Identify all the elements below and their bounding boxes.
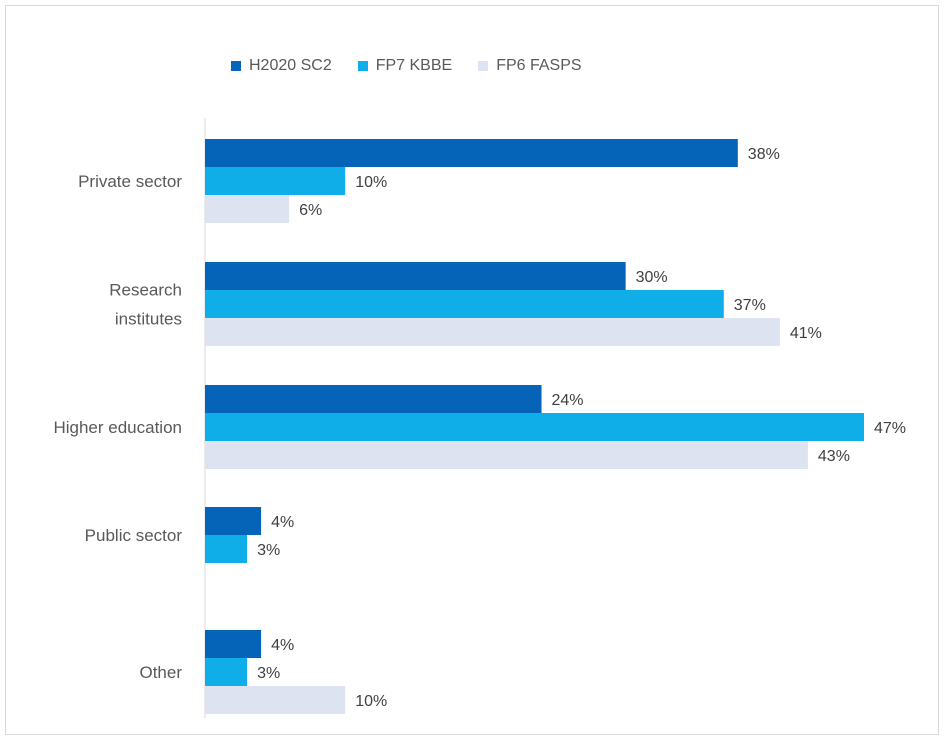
chart-legend: H2020 SC2 FP7 KBBE FP6 FASPS — [231, 54, 608, 78]
data-label-fp7-public-sector: 3% — [257, 542, 280, 559]
data-label-fp7-other: 3% — [257, 665, 280, 682]
bar-h2020-research-institutes — [205, 262, 626, 290]
legend-label-h2020: H2020 SC2 — [249, 57, 332, 74]
bar-fp7-private-sector — [205, 167, 346, 195]
legend-swatch-h2020 — [231, 61, 241, 71]
data-label-h2020-higher-education: 24% — [552, 392, 584, 409]
data-label-fp7-research-institutes: 37% — [734, 297, 766, 314]
bar-fp7-public-sector — [205, 535, 248, 563]
data-label-h2020-other: 4% — [271, 637, 294, 654]
category-label-research-institutes: Research institutes — [109, 281, 182, 329]
bar-fp7-higher-education — [205, 413, 864, 441]
data-label-fp7-higher-education: 47% — [874, 420, 906, 437]
data-label-fp6-other: 10% — [355, 693, 387, 710]
bar-fp6-higher-education — [205, 441, 808, 469]
bar-fp6-other — [205, 686, 346, 714]
data-label-fp6-higher-education: 43% — [818, 448, 850, 465]
data-label-h2020-private-sector: 38% — [748, 146, 780, 163]
data-label-h2020-research-institutes: 30% — [636, 269, 668, 286]
legend-swatch-fp6 — [478, 61, 489, 71]
legend-item-h2020: H2020 SC2 — [231, 57, 332, 75]
bar-fp7-other — [205, 658, 248, 686]
legend-label-fp6: FP6 FASPS — [496, 57, 582, 74]
legend-swatch-fp7 — [357, 61, 368, 71]
bar-fp6-private-sector — [205, 195, 290, 223]
bar-h2020-private-sector — [205, 139, 738, 167]
category-label-other: Other — [139, 663, 182, 682]
bar-h2020-public-sector — [205, 507, 262, 535]
bar-fp6-research-institutes — [205, 318, 780, 346]
category-label-private-sector: Private sector — [78, 172, 182, 191]
data-label-fp6-research-institutes: 41% — [790, 325, 822, 342]
data-label-fp7-private-sector: 10% — [355, 174, 387, 191]
legend-item-fp7: FP7 KBBE — [357, 57, 453, 75]
bar-h2020-other — [205, 630, 262, 658]
chart-frame: H2020 SC2 FP7 KBBE FP6 FASPS — [5, 5, 939, 735]
category-label-higher-education: Higher education — [53, 418, 182, 437]
category-label-public-sector: Public sector — [85, 526, 183, 545]
data-label-h2020-public-sector: 4% — [271, 514, 294, 531]
bar-h2020-higher-education — [205, 385, 542, 413]
legend-item-fp6: FP6 FASPS — [478, 57, 582, 75]
data-label-fp6-private-sector: 6% — [299, 202, 322, 219]
bar-fp7-research-institutes — [205, 290, 724, 318]
legend-label-fp7: FP7 KBBE — [375, 57, 453, 74]
